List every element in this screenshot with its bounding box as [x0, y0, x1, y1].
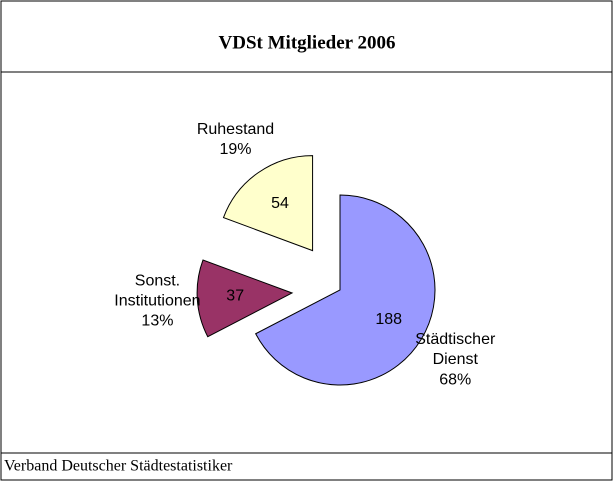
percent-label: 68%	[439, 371, 471, 388]
category-label-line: Institutionen	[114, 293, 200, 310]
category-label: Ruhestand	[197, 121, 274, 138]
chart-title: VDSt Mitglieder 2006	[219, 32, 396, 53]
value-label: 54	[271, 195, 289, 212]
category-label-line: Sonst.	[135, 273, 180, 290]
category-label-line: Städtischer	[415, 331, 496, 348]
pie-slice	[222, 155, 314, 252]
value-label: 37	[226, 288, 244, 305]
percent-label: 19%	[219, 141, 251, 158]
pie-slice	[254, 194, 436, 386]
category-label-line: Ruhestand	[197, 121, 274, 138]
percent-label: 13%	[141, 313, 173, 330]
category-label: Sonst. Institutionen	[114, 273, 200, 310]
value-label: 188	[375, 311, 402, 328]
pie-slice	[196, 259, 294, 338]
source: Verband Deutscher Städtestatistiker	[4, 458, 233, 475]
category-label: Städtischer Dienst	[415, 331, 496, 368]
category-label-line: Dienst	[433, 351, 479, 368]
